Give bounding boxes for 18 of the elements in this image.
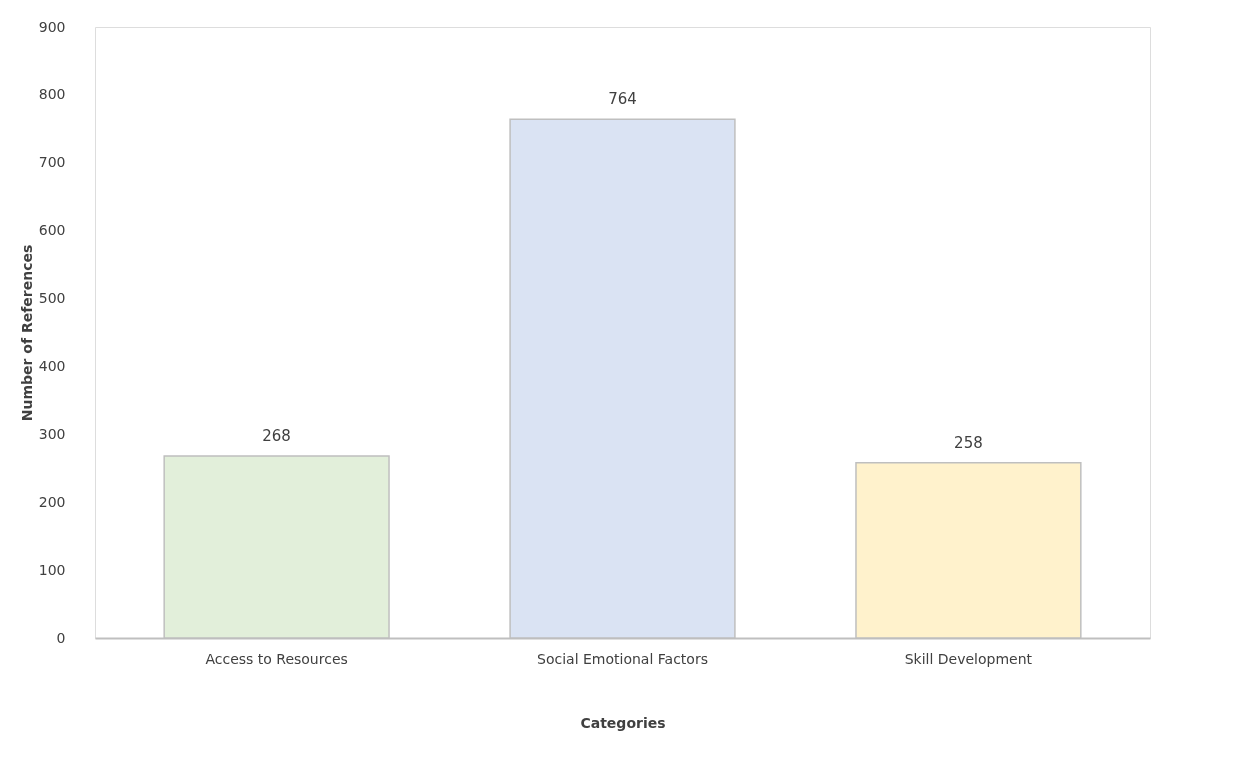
x-tick-label: Social Emotional Factors [537,650,708,667]
x-tick-label: Skill Development [904,650,1033,667]
y-tick-label: 100 [38,561,66,578]
y-tick-label: 500 [38,290,66,307]
y-tick-label: 600 [38,222,66,239]
y-tick-label: 400 [38,357,66,374]
data-label: 258 [954,433,983,452]
y-tick-label: 200 [38,493,66,510]
y-tick-label: 700 [38,154,66,171]
y-tick-label: 800 [38,86,66,103]
data-label: 764 [608,90,637,109]
data-label: 268 [262,427,291,446]
y-tick-label: 300 [38,425,66,442]
y-axis-title: Number of References [18,244,35,422]
y-tick-label: 0 [56,629,66,646]
x-tick-label: Access to Resources [205,650,348,667]
y-tick-label: 900 [38,18,66,35]
x-axis-title: Categories [580,714,666,731]
